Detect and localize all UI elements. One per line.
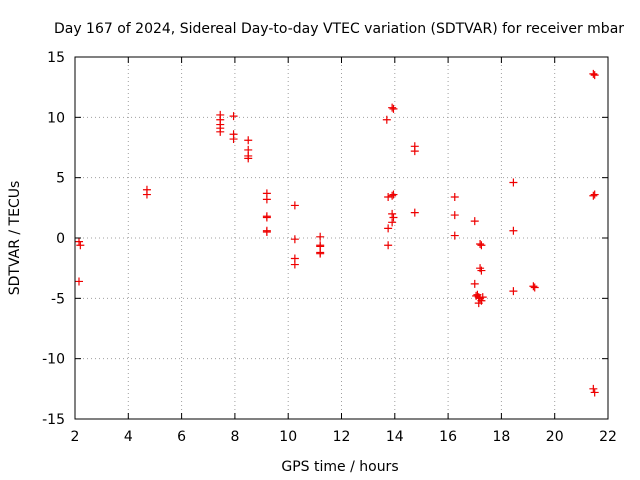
data-point [382,115,391,124]
data-point [388,209,397,218]
y-tick-label: 10 [47,110,65,126]
data-point [244,154,253,163]
data-point [262,213,271,222]
y-axis-title: SDTVAR / TECUs [7,181,23,296]
data-point [389,104,398,113]
data-point [388,218,397,227]
data-point [384,241,393,250]
y-tick-label: 15 [47,50,65,66]
data-point [589,384,598,393]
chart-title: Day 167 of 2024, Sidereal Day-to-day VTE… [54,21,624,37]
data-point [410,147,419,156]
data-point [229,112,238,121]
grid [75,57,608,419]
y-tick-label: 5 [56,171,65,187]
data-point [384,192,393,201]
data-point [290,201,299,210]
data-points [74,69,599,397]
x-tick-label: 2 [71,429,80,445]
data-point [229,135,238,144]
data-point [262,195,271,204]
data-point [509,287,518,296]
data-point [316,232,325,241]
x-tick-label: 18 [492,429,510,445]
y-tick-label: 0 [56,231,65,247]
data-point [589,191,598,200]
data-point [476,240,485,249]
x-tick-label: 10 [279,429,297,445]
data-point [529,282,538,291]
data-point [477,266,486,275]
data-point [389,213,398,222]
y-tick-label: -15 [42,412,65,428]
y-tick-label: -10 [42,352,65,368]
data-point [244,136,253,145]
data-point [589,69,598,78]
data-point [470,217,479,226]
x-tick-label: 8 [230,429,239,445]
data-point [590,190,599,199]
data-point [450,192,459,201]
data-point [74,237,83,246]
data-point [478,293,487,302]
data-point [590,388,599,397]
data-point [389,190,398,199]
tick-labels: 2 4 6 8 10 12 14 16 18 20 22 -15 -10 -5 0 5 10 15 [42,50,617,445]
data-point [450,211,459,220]
data-point [530,283,539,292]
x-tick-label: 6 [177,429,186,445]
data-point [142,190,151,199]
axis-ticks [74,56,609,420]
data-point [290,260,299,269]
data-point [509,178,518,187]
data-point [509,226,518,235]
data-point [450,231,459,240]
data-point [216,127,225,136]
x-tick-label: 22 [599,429,617,445]
data-point [470,279,479,288]
data-point [316,249,325,258]
y-tick-label: -5 [51,291,65,307]
data-point [590,71,599,80]
data-point [388,191,397,200]
data-point [388,103,397,112]
data-point [262,227,271,236]
data-point [410,208,419,217]
x-axis-title: GPS time / hours [281,459,398,475]
x-tick-label: 4 [124,429,133,445]
data-point [290,235,299,244]
data-point [384,224,393,233]
data-point [474,299,483,308]
x-tick-label: 12 [333,429,351,445]
data-point [76,241,85,250]
x-tick-label: 14 [386,429,404,445]
data-point [477,241,486,250]
x-tick-label: 20 [546,429,564,445]
data-point [74,277,83,286]
x-tick-label: 16 [439,429,457,445]
